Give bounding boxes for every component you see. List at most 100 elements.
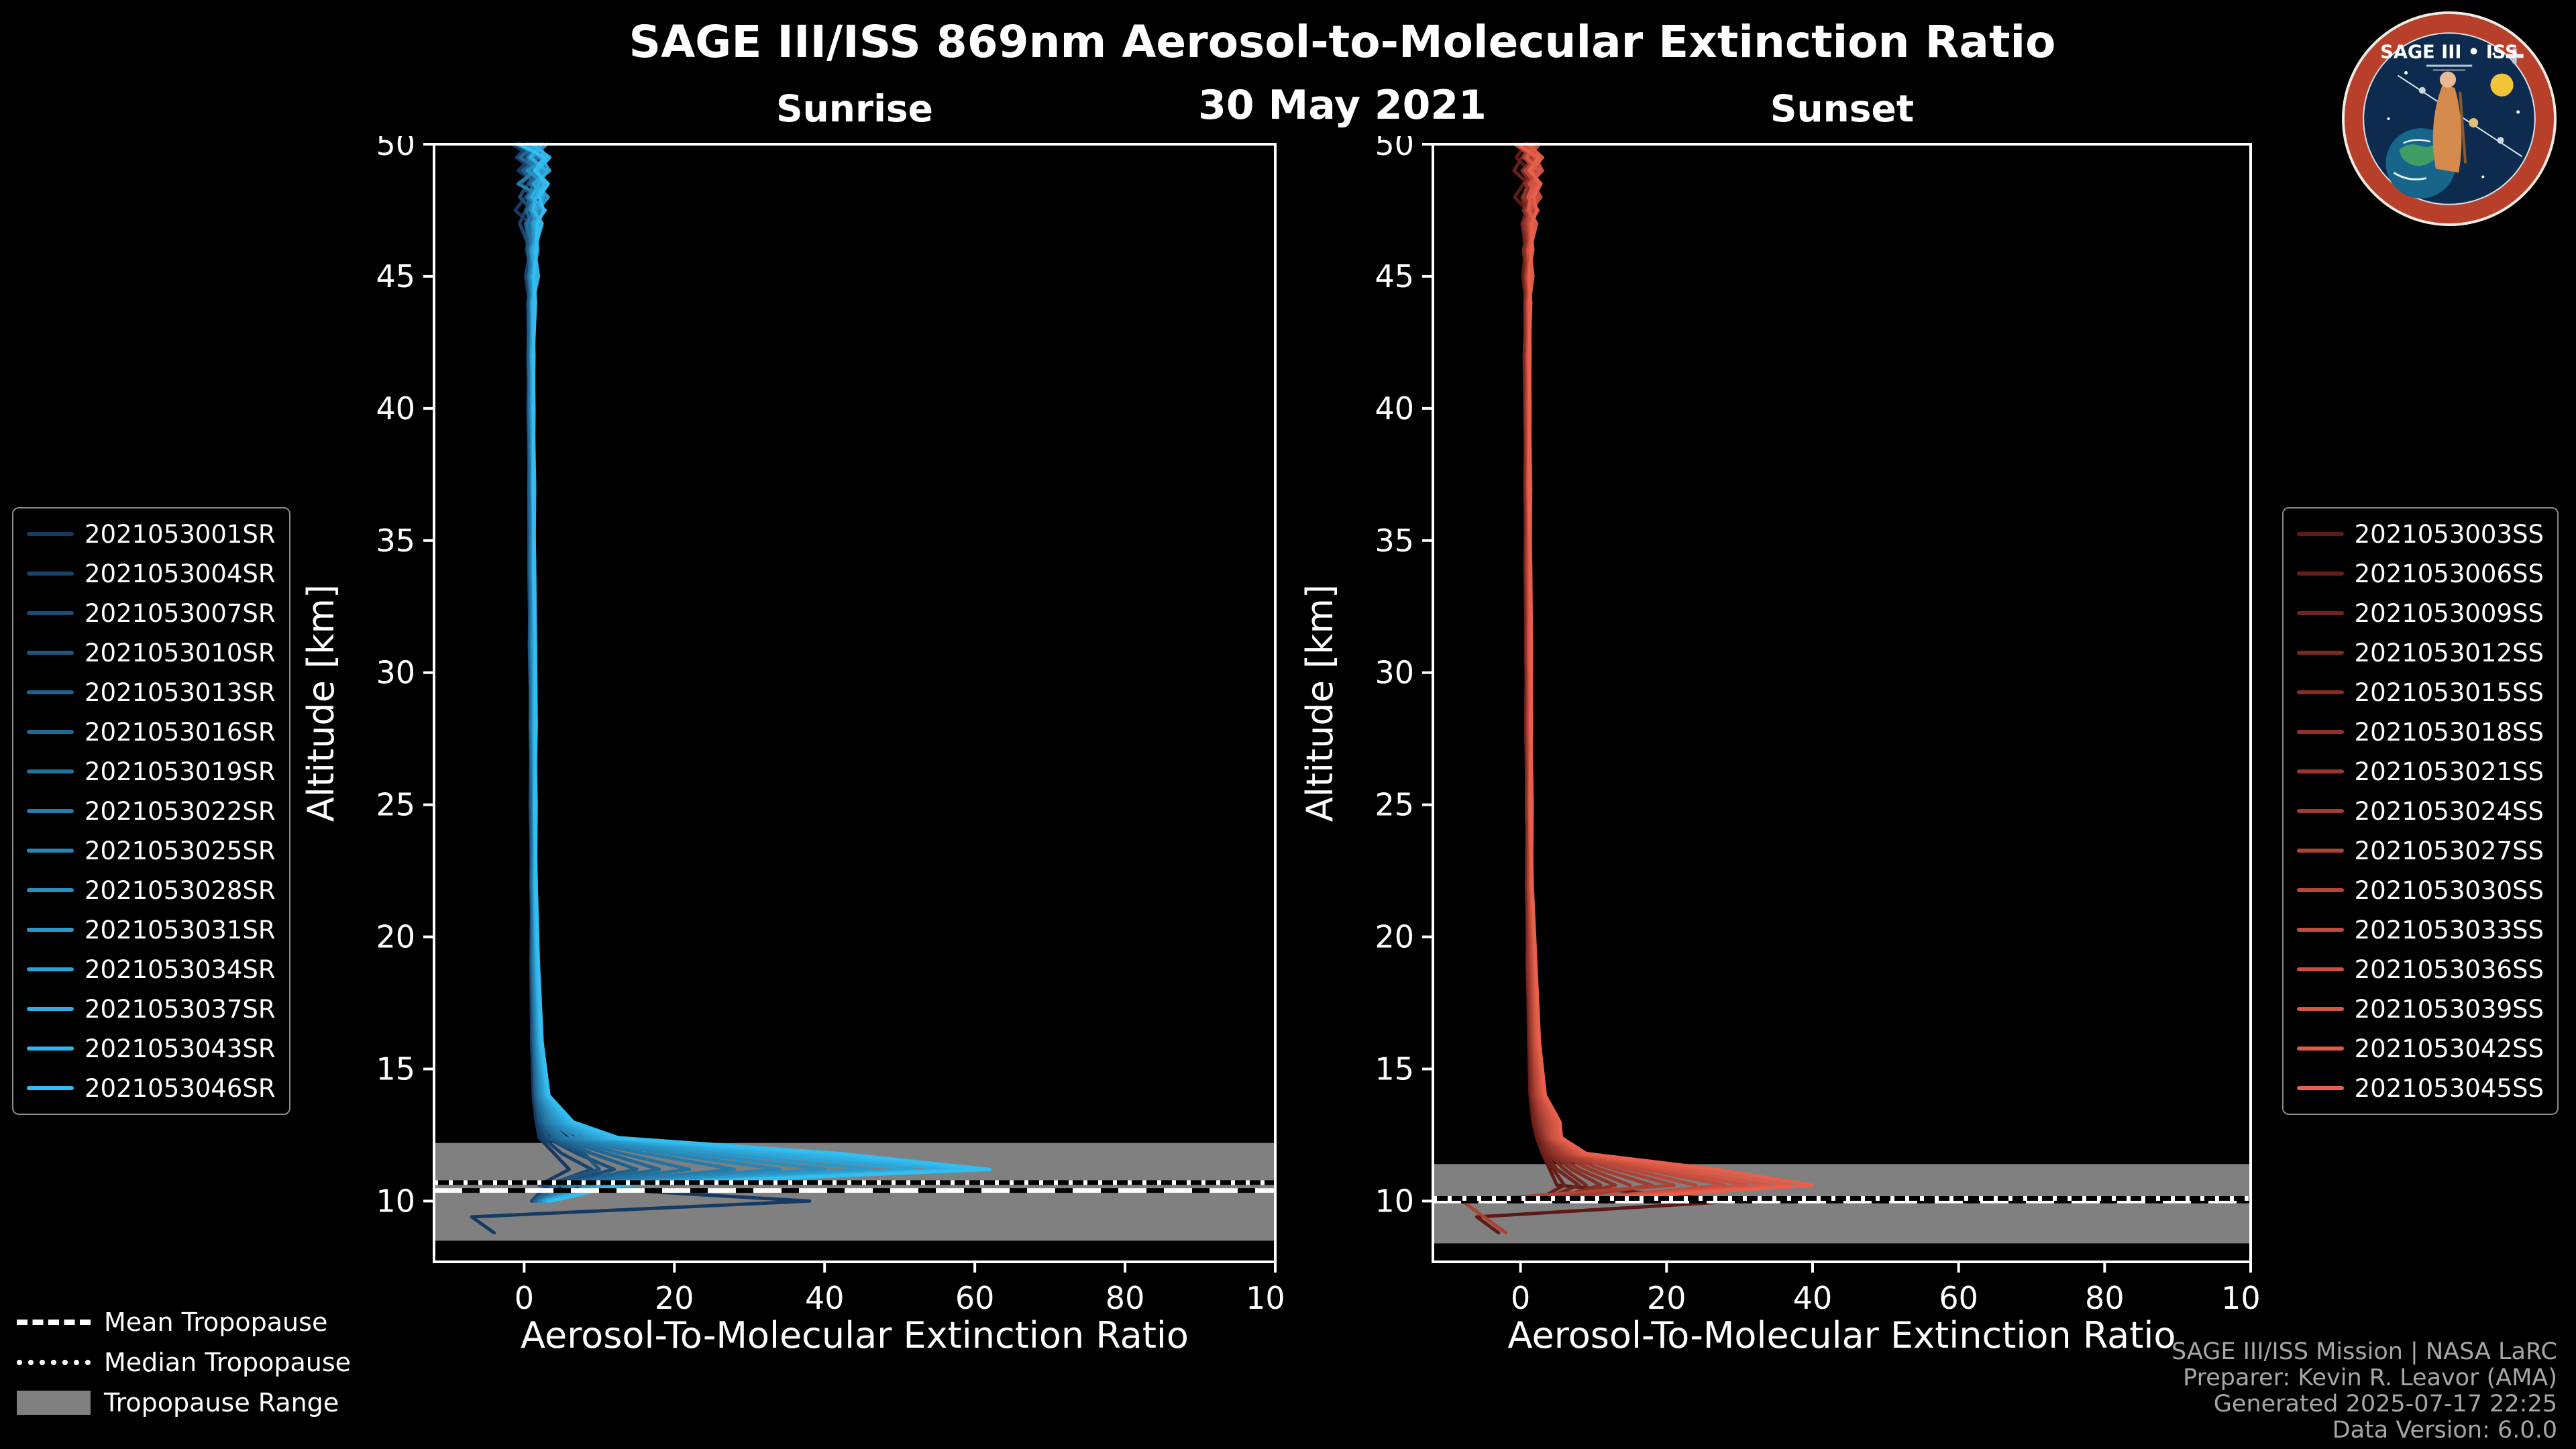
profile-2021053022SR [516,142,737,1203]
y-tick-label: 10 [1375,1183,1414,1219]
dashed-line-swatch [17,1319,91,1325]
tropopause-range-band [1433,1164,2251,1244]
y-tick-label: 20 [376,919,415,955]
legend-swatch [2296,888,2344,892]
legend-item: 2021053039SS [2296,994,2544,1024]
legend-item: 2021053001SR [27,519,276,549]
y-tick-label: 50 [1375,136,1414,162]
legend-swatch [2296,611,2344,615]
tropopause-legend-label: Mean Tropopause [104,1307,328,1337]
legend-swatch [27,928,74,932]
legend-item: 2021053024SS [2296,796,2544,826]
legend-swatch [27,730,74,734]
legend-swatch [27,1086,74,1090]
legend-swatch [2296,1007,2344,1011]
legend-item: 2021053027SS [2296,836,2544,865]
legend-label: 2021053018SS [2354,717,2544,747]
legend-item: 2021053045SS [2296,1073,2544,1103]
legend-swatch [2296,730,2344,734]
tropopause-legend-item: Median Tropopause [17,1346,351,1378]
legend-swatch [27,769,74,773]
legend-item: 2021053015SS [2296,678,2544,707]
legend-swatch [2296,572,2344,576]
legend-item: 2021053043SR [27,1034,276,1063]
legend-label: 2021053027SS [2354,836,2544,865]
legend-label: 2021053015SS [2354,678,2544,707]
sunrise-plot: 0 20 40 60 80 100 10 15 20 25 30 35 40 45 50 Aerosol-To… [300,136,1283,1356]
legend-swatch [27,690,74,694]
logo-sun [2490,73,2514,97]
legend-swatch [2296,1046,2344,1051]
legend-swatch [27,967,74,971]
legend-item: 2021053006SS [2296,559,2544,588]
legend-swatch [2296,769,2344,773]
x-tick-label: 60 [1939,1280,1978,1316]
legend-swatch [2296,651,2344,655]
legend-swatch [27,809,74,813]
panel-title-sunrise: Sunrise [776,87,933,130]
legend-label: 2021053012SS [2354,638,2544,667]
legend-swatch [2296,809,2344,813]
y-tick-label: 20 [1375,919,1414,955]
legend-swatch [27,849,74,853]
y-tick-label: 25 [1375,787,1414,823]
legend-item: 2021053013SR [27,678,276,707]
y-tick-label: 40 [376,390,415,427]
y-tick-label: 40 [1375,390,1414,427]
legend-item: 2021053018SS [2296,717,2544,747]
profile-2021053024SS [1521,142,1654,1203]
x-tick-label: 80 [1106,1280,1145,1316]
profile-2021053046SR [518,142,991,1203]
x-tick-label: 100 [1246,1280,1283,1316]
legend-swatch [27,888,74,892]
credit-line: Data Version: 6.0.0 [2332,1417,2557,1444]
y-tick-label: 10 [376,1183,415,1219]
tropopause-legend-label: Tropopause Range [104,1387,339,1417]
date-subtitle: 30 May 2021 [1198,82,1487,129]
x-axis-label: Aerosol-To-Molecular Extinction Ratio [521,1314,1189,1356]
legend-swatch [27,572,74,576]
y-tick-label: 25 [376,787,415,823]
page-title: SAGE III/ISS 869nm Aerosol-to-Molecular … [629,16,2056,68]
credit-line: Preparer: Kevin R. Leavor (AMA) [2183,1364,2557,1391]
legend-label: 2021053010SR [85,638,276,667]
panel-title-sunset: Sunset [1770,87,1915,130]
legend-item: 2021053025SR [27,836,276,865]
x-tick-label: 40 [1793,1280,1833,1316]
legend-label: 2021053031SR [85,915,276,945]
y-tick-label: 15 [376,1051,415,1087]
logo-figure [2432,85,2462,173]
legend-item: 2021053010SR [27,638,276,667]
legend-label: 2021053019SR [85,757,276,786]
legend-item: 2021053030SS [2296,875,2544,905]
legend-item: 2021053036SS [2296,955,2544,984]
legend-swatch [27,1007,74,1011]
profile-2021053031SR [530,142,871,1203]
legend-label: 2021053042SS [2354,1034,2544,1063]
legend-label: 2021053021SS [2354,757,2544,786]
profile-2021053025SR [515,142,782,1203]
profile-2021053045SS [1515,142,1815,1203]
tropopause-legend-label: Median Tropopause [104,1347,351,1377]
profile-2021053043SR [530,142,977,1203]
sage-iss-logo: SAGE III • ISS [2341,11,2557,227]
legend-item: 2021053022SR [27,796,276,826]
legend-label: 2021053037SR [85,994,276,1024]
credits: SAGE III/ISS Mission | NASA LaRC Preparer… [2171,1339,2557,1444]
legend-item: 2021053031SR [27,915,276,945]
profile-2021053037SR [528,142,955,1203]
legend-label: 2021053043SR [85,1034,276,1063]
x-tick-label: 80 [2085,1280,2125,1316]
legend-item: 2021053028SR [27,875,276,905]
legend-label: 2021053001SR [85,519,276,549]
y-tick-label: 45 [376,258,415,294]
y-axis-label: Altitude [km] [1299,584,1341,822]
band-line-swatch [17,1390,91,1415]
legend-item: 2021053034SR [27,955,276,984]
y-axis-label: Altitude [km] [300,584,342,822]
legend-swatch [2296,532,2344,536]
legend-swatch [27,1046,74,1051]
legend-item: 2021053037SR [27,994,276,1024]
legend-swatch [27,532,74,536]
legend-label: 2021053046SR [85,1073,276,1103]
